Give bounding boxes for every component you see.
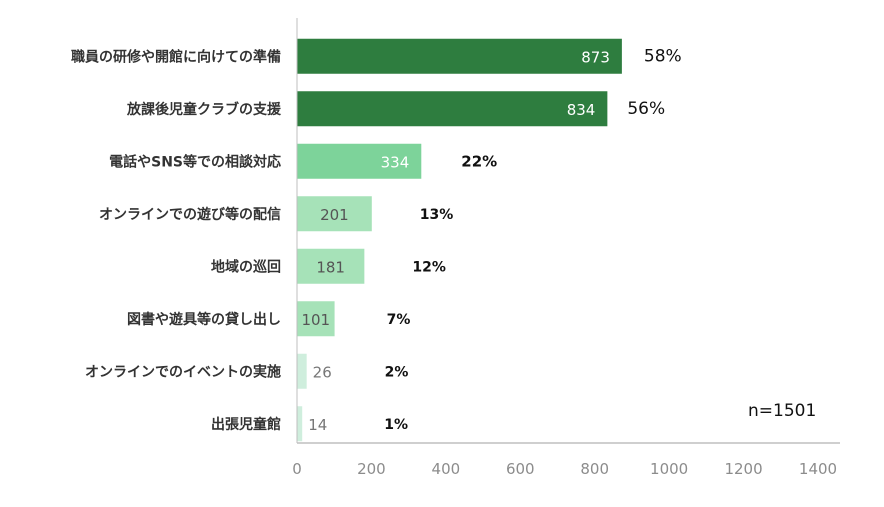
- x-tick-label: 800: [580, 460, 609, 478]
- bar-3: [297, 143, 422, 179]
- percent-label: 2%: [385, 364, 409, 380]
- percent-label: 58%: [644, 46, 682, 66]
- value-label: 26: [313, 363, 332, 381]
- value-label: 201: [320, 206, 349, 224]
- bar-5: [297, 248, 365, 284]
- x-tick-label: 0: [292, 460, 302, 478]
- category-label: 地域の巡回: [211, 258, 281, 275]
- percent-label: 12%: [412, 259, 446, 275]
- category-label: 出張児童館: [211, 416, 281, 433]
- x-tick-label: 1000: [650, 460, 688, 478]
- category-label: 職員の研修や開館に向けての準備: [71, 48, 281, 65]
- value-label: 181: [316, 258, 345, 276]
- bar-4: [297, 196, 372, 232]
- value-label: 873: [581, 48, 610, 66]
- category-labels: 職員の研修や開館に向けての準備放課後児童クラブの支援電話やSNS等での相談対応オ…: [71, 48, 282, 433]
- bar-6: [297, 301, 335, 337]
- value-label: 334: [381, 153, 410, 171]
- category-label: オンラインでのイベントの実施: [85, 363, 281, 380]
- bar-8: [297, 406, 303, 442]
- category-label: 電話やSNS等での相談対応: [109, 153, 281, 170]
- x-tick-label: 1200: [724, 460, 762, 478]
- bar-7: [297, 353, 307, 389]
- value-label: 101: [301, 311, 330, 329]
- percent-label: 13%: [420, 207, 454, 223]
- x-tick-label: 200: [357, 460, 386, 478]
- category-label: 放課後児童クラブの支援: [126, 101, 282, 118]
- bar-2: [297, 91, 608, 127]
- sample-size-note: n=1501: [748, 401, 816, 421]
- value-label: 834: [567, 101, 596, 119]
- category-label: オンラインでの遊び等の配信: [99, 206, 281, 223]
- percent-label: 7%: [387, 312, 411, 328]
- percent-labels: 58% 56% 22% 13% 12% 7% 2% 1%: [384, 46, 681, 433]
- percent-label: 22%: [461, 152, 497, 170]
- bars-group: [297, 38, 622, 442]
- x-tick-label: 400: [432, 460, 461, 478]
- bar-1: [297, 38, 622, 74]
- x-tick-labels: 0 200 400 600 800 1000 1200 1400: [292, 460, 837, 478]
- x-tick-label: 600: [506, 460, 535, 478]
- value-label: 14: [308, 416, 327, 434]
- percent-label: 56%: [627, 99, 665, 119]
- x-tick-label: 1400: [799, 460, 837, 478]
- category-label: 図書や遊具等の貸し出し: [127, 311, 281, 328]
- percent-label: 1%: [384, 417, 408, 433]
- value-labels: 873 834 334 201 181 101 26 14: [301, 48, 609, 434]
